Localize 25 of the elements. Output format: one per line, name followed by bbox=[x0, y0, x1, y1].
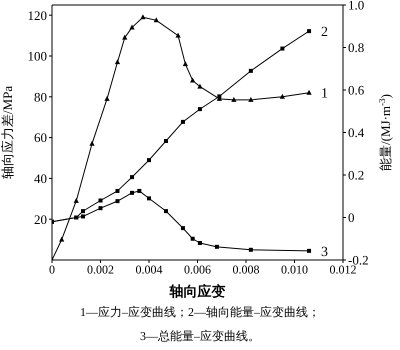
x-tick-label: 0.002 bbox=[87, 262, 114, 277]
y-tick-label: 20 bbox=[34, 212, 47, 227]
x-tick-label: 0.004 bbox=[136, 262, 162, 277]
y2-tick-label: 0.2 bbox=[348, 168, 364, 183]
y2-tick-label: 0.8 bbox=[348, 40, 364, 56]
y-tick-label: 100 bbox=[28, 48, 47, 64]
y-tick-label: 40 bbox=[34, 171, 47, 186]
x-tick-label: 0.006 bbox=[184, 262, 211, 277]
y2-tick-label: 0.4 bbox=[348, 125, 365, 140]
x-axis-title: 轴向应变 bbox=[168, 283, 226, 300]
x-tick-label: 0.008 bbox=[232, 262, 260, 277]
y-axis-title: 轴向应力差/MPa bbox=[0, 86, 15, 180]
text: 1—应力–应变曲线；2—轴向能量–应变曲线； bbox=[79, 304, 321, 321]
y2-tick-label: 0.6 bbox=[348, 82, 365, 98]
series-label: 1 bbox=[321, 86, 328, 102]
y-tick-label: 120 bbox=[28, 8, 47, 23]
y-tick-label: 80 bbox=[34, 89, 47, 104]
text: 3—总能量–应变曲线。 bbox=[139, 328, 261, 345]
x-tick-label: 0 bbox=[49, 262, 55, 277]
series-label: 2 bbox=[321, 25, 328, 40]
series-label: 3 bbox=[321, 244, 328, 260]
y-tick-label: 60 bbox=[34, 130, 47, 146]
y2-tick-label: 0 bbox=[348, 210, 354, 226]
y2-tick-label: 1.0 bbox=[348, 0, 364, 13]
x-tick-label: 0.010 bbox=[281, 262, 308, 277]
